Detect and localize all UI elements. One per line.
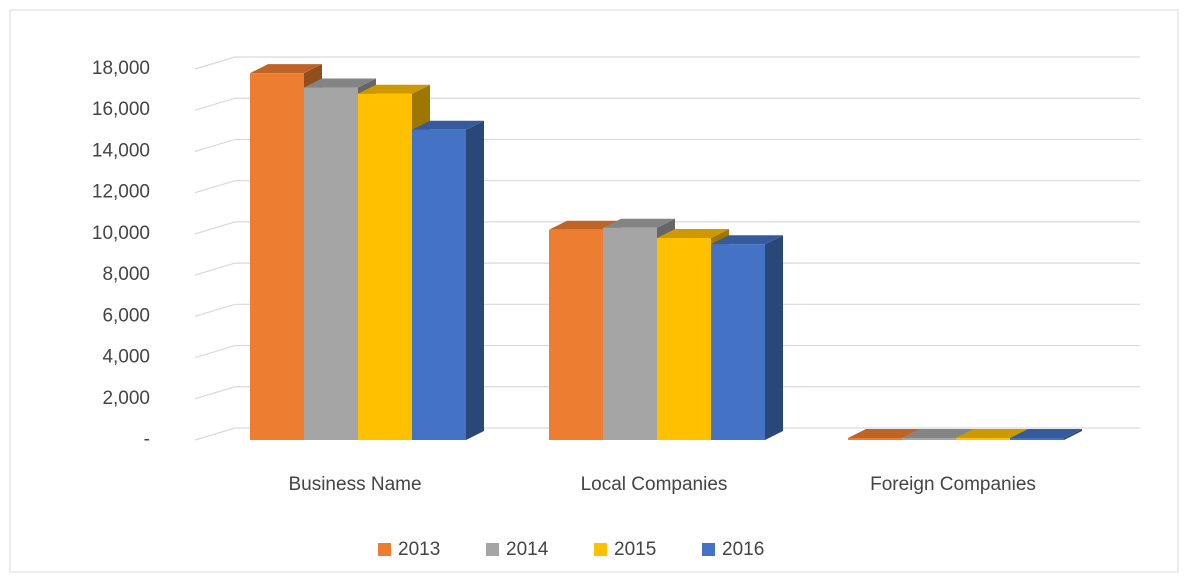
- bar-top: [603, 218, 675, 228]
- grid-line: [194, 262, 1140, 276]
- grid-line: [194, 427, 1140, 441]
- bar: [603, 227, 657, 440]
- grid-line: [194, 221, 1140, 235]
- bar: [304, 87, 358, 441]
- bar-top: [412, 120, 484, 130]
- y-tick-label: 18,000: [92, 58, 150, 79]
- bar-top: [902, 428, 974, 438]
- y-tick-label: 2,000: [102, 388, 150, 409]
- bar: [549, 229, 603, 440]
- bar-top: [549, 220, 621, 230]
- y-tick-label: 14,000: [92, 140, 150, 161]
- bar: [956, 437, 1010, 440]
- legend-swatch: [702, 543, 715, 556]
- y-tick-label: 16,000: [92, 99, 150, 120]
- y-tick-label: 10,000: [92, 223, 150, 244]
- y-tick-label: 6,000: [102, 305, 150, 326]
- bar-top: [711, 235, 783, 245]
- grid-line: [194, 138, 1140, 153]
- y-tick-label: 4,000: [102, 347, 150, 368]
- bar: [412, 129, 466, 440]
- y-tick-label: 8,000: [102, 264, 150, 285]
- x-tick-label: Local Companies: [581, 474, 728, 495]
- bar-side: [1064, 428, 1082, 440]
- y-tick-label: 12,000: [92, 182, 150, 203]
- legend-swatch: [486, 543, 499, 556]
- legend-label: 2015: [614, 539, 656, 560]
- bar: [1010, 437, 1064, 440]
- bar: [711, 244, 765, 440]
- bar-top: [956, 428, 1028, 438]
- legend-label: 2013: [398, 539, 440, 560]
- grid-line: [194, 303, 1140, 317]
- grid-line: [194, 386, 1140, 400]
- bar-top: [848, 428, 920, 438]
- bar-top: [250, 64, 322, 74]
- x-tick-label: Foreign Companies: [870, 474, 1036, 495]
- grid-line: [194, 180, 1140, 194]
- bar-top: [358, 84, 430, 94]
- bar-side: [466, 120, 484, 440]
- bar-top: [304, 78, 376, 88]
- x-tick-label: Business Name: [288, 474, 421, 495]
- grid-line: [194, 344, 1140, 359]
- legend-label: 2016: [722, 539, 764, 560]
- bar-top: [1010, 428, 1082, 438]
- bar-side: [765, 235, 783, 440]
- legend-swatch: [378, 543, 391, 556]
- bar: [848, 437, 902, 440]
- bar: [358, 93, 412, 440]
- grid-line: [194, 97, 1140, 111]
- y-tick-label: -: [144, 429, 150, 450]
- legend-swatch: [594, 543, 607, 556]
- bar: [657, 238, 711, 440]
- legend-label: 2014: [506, 539, 549, 560]
- bar: [250, 73, 304, 440]
- grid-line: [194, 56, 1140, 70]
- bar-top: [657, 229, 729, 239]
- bar: [902, 437, 956, 440]
